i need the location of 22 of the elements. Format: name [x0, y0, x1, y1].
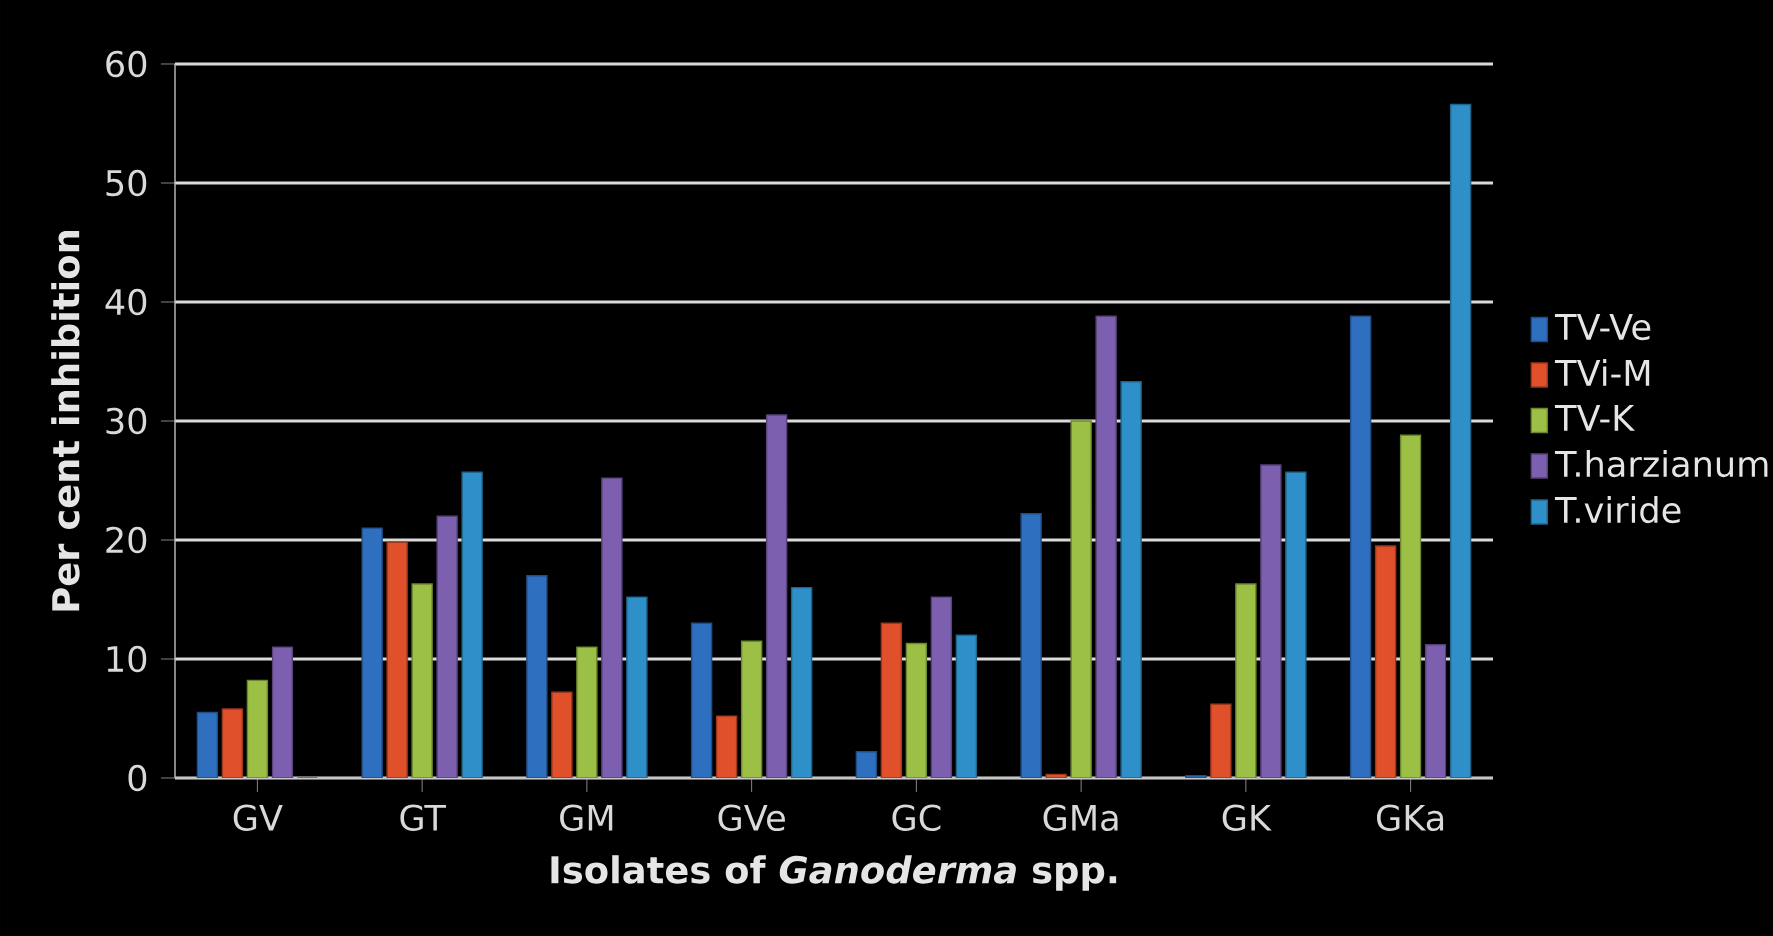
x-tick-label: GKa	[1377, 804, 1444, 832]
x-tick-label: GK	[1222, 804, 1272, 832]
y-tick-label: 20	[106, 526, 147, 554]
x-tick-label: GT	[400, 804, 447, 832]
y-tick-label: 50	[106, 169, 147, 197]
x-tick-label: GVe	[718, 804, 785, 832]
x-tick-label: GM	[560, 804, 613, 832]
y-tick-label: 10	[107, 645, 147, 673]
y-tick-label: 60	[106, 50, 147, 78]
legend-label: TV-Ve	[1554, 314, 1651, 341]
legend-label: TVi-M	[1554, 358, 1650, 386]
y-tick-label: 0	[128, 764, 147, 792]
x-axis-title: Isolates of Ganoderma spp.	[551, 855, 1117, 891]
x-tick-label: GV	[233, 804, 283, 832]
legend-label: T.harzianum	[1554, 449, 1768, 478]
legend-label: T.viride	[1554, 495, 1681, 524]
legend-label: TV-K	[1554, 404, 1636, 431]
y-tick-label: 40	[105, 288, 147, 316]
x-tick-label: GMa	[1043, 804, 1118, 832]
x-tick-label: GC	[892, 804, 941, 832]
y-axis-title: Per cent inhibition	[51, 231, 80, 611]
y-tick-label: 30	[106, 407, 147, 435]
